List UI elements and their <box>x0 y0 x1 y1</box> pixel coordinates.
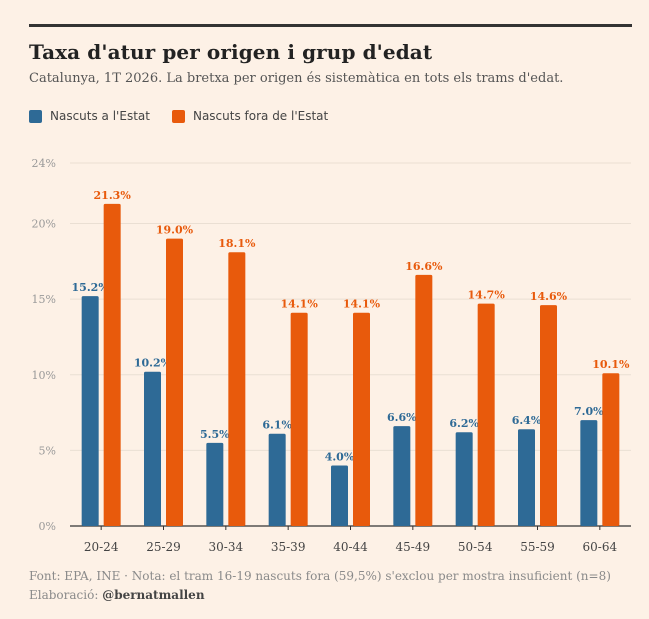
data-label-series-1: 6.2% <box>449 417 479 430</box>
data-label-series-1: 10.2% <box>134 357 172 370</box>
footer-note: Font: EPA, INE · Nota: el tram 16-19 nas… <box>29 569 611 583</box>
data-label-series-2: 19.0% <box>156 224 194 237</box>
data-label-series-1: 4.0% <box>325 451 355 464</box>
x-tick-label: 45-49 <box>396 540 431 554</box>
chart-subtitle: Catalunya, 1T 2026. La bretxa per origen… <box>29 71 564 86</box>
legend-item-series-2: Nascuts fora de l'Estat <box>171 109 329 123</box>
data-label-series-1: 6.6% <box>387 411 417 424</box>
bar-series-2 <box>353 312 370 526</box>
x-tick-label: 50-54 <box>458 540 493 554</box>
bar-series-2 <box>228 252 246 527</box>
footer-credit-label: Elaboració: <box>29 588 99 602</box>
y-tick-label: 15% <box>32 293 56 306</box>
data-label-series-2: 14.6% <box>530 290 568 303</box>
legend-label-series-1: Nascuts a l'Estat <box>50 109 150 123</box>
y-tick-label: 5% <box>39 444 56 457</box>
legend-swatch-series-2 <box>171 109 185 123</box>
data-label-series-1: 15.2% <box>72 281 110 294</box>
bar-series-1 <box>331 465 348 526</box>
y-tick-label: 24% <box>32 157 56 170</box>
x-tick-label: 30-34 <box>209 540 244 554</box>
bar-series-1 <box>206 442 224 526</box>
data-label-series-1: 6.4% <box>512 414 542 427</box>
bar-series-1 <box>81 296 99 526</box>
footer-credit-handle: @bernatmallen <box>102 588 205 602</box>
data-label-series-2: 18.1% <box>218 237 256 250</box>
legend-label-series-2: Nascuts fora de l'Estat <box>192 109 329 123</box>
data-label-series-2: 16.6% <box>405 260 443 273</box>
x-tick-label: 40-44 <box>333 540 368 554</box>
bar-series-1 <box>268 433 286 526</box>
legend-swatch-series-1 <box>29 109 42 123</box>
bar-series-1 <box>393 426 411 526</box>
data-label-series-2: 14.7% <box>468 289 506 302</box>
legend-item-series-1: Nascuts a l'Estat <box>29 109 150 123</box>
x-tick-label: 60-64 <box>583 540 618 554</box>
y-tick-label: 20% <box>32 218 56 231</box>
y-tick-label: 10% <box>32 369 56 382</box>
bar-series-1 <box>144 371 161 526</box>
top-rule <box>29 24 632 27</box>
bar-series-2 <box>166 238 183 526</box>
bar-series-1 <box>518 429 535 526</box>
bar-series-2 <box>540 305 557 526</box>
data-label-series-1: 6.1% <box>262 419 292 432</box>
bar-series-2 <box>477 303 495 526</box>
bar-series-2 <box>103 203 121 526</box>
chart-title: Taxa d'atur per origen i grup d'edat <box>29 40 433 64</box>
x-tick-label: 55-59 <box>520 540 555 554</box>
data-label-series-1: 7.0% <box>574 405 604 418</box>
bar-series-2 <box>290 312 308 526</box>
footer-credit: Elaboració: @bernatmallen <box>29 588 205 602</box>
y-tick-label: 0% <box>39 520 56 533</box>
bar-series-1 <box>455 432 473 526</box>
x-tick-label: 25-29 <box>146 540 181 554</box>
x-tick-label: 35-39 <box>271 540 306 554</box>
bar-chart: 0% 5% 10% 15% 20% 24% 15.2% 21.3% 20-24 10.2% 19.0… <box>32 157 631 554</box>
bar-series-2 <box>602 373 620 526</box>
data-label-series-2: 14.1% <box>281 298 319 311</box>
bar-series-1 <box>580 420 598 526</box>
x-tick-label: 20-24 <box>84 540 119 554</box>
data-label-series-2: 10.1% <box>592 358 630 371</box>
legend: Nascuts a l'Estat Nascuts fora de l'Esta… <box>29 109 350 123</box>
data-label-series-1: 5.5% <box>200 428 230 441</box>
data-label-series-2: 14.1% <box>343 298 381 311</box>
data-label-series-2: 21.3% <box>94 189 132 202</box>
bar-series-2 <box>415 274 433 526</box>
